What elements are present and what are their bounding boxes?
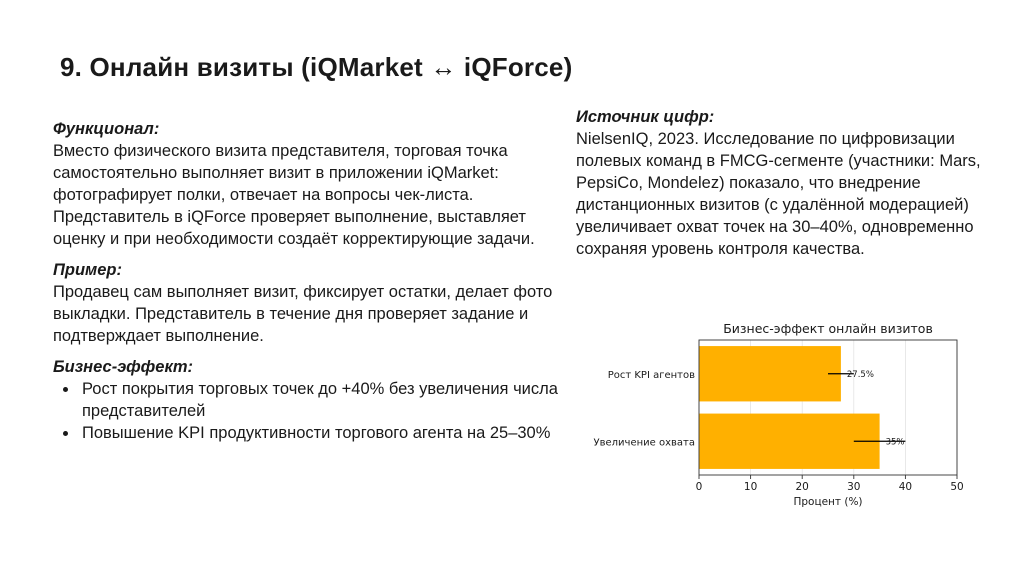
example-text: Продавец сам выполняет визит, фиксирует … <box>53 283 553 345</box>
chart-x-axis-label: Процент (%) <box>793 496 862 508</box>
source-heading: Источник цифр: <box>576 108 715 126</box>
chart-svg: Бизнес-эффект онлайн визитов 27.5% Рост KP… <box>594 321 964 508</box>
example-heading: Пример: <box>53 261 122 279</box>
example-section: Пример: Продавец сам выполняет визит, фи… <box>53 259 568 347</box>
chart-value-label: 27.5% <box>847 370 874 380</box>
chart-category-label: Увеличение охвата <box>594 437 695 448</box>
chart-bar <box>699 346 841 402</box>
functional-text: Вместо физического визита представителя,… <box>53 142 535 248</box>
chart-category-label: Рост KPI агентов <box>608 370 695 381</box>
chart-x-tick-label: 30 <box>847 481 860 493</box>
slide-title: 9. Онлайн визиты (iQMarket ↔ iQForce) <box>60 52 573 82</box>
business-effect-list: Рост покрытия торговых точек до +40% без… <box>53 378 568 444</box>
functional-section: Функционал: Вместо физического визита пр… <box>53 118 568 250</box>
business-effect-section: Бизнес-эффект: Рост покрытия торговых то… <box>53 356 568 444</box>
right-column: Источник цифр: NielsenIQ, 2023. Исследов… <box>576 106 986 260</box>
business-effect-item: Повышение KPI продуктивности торгового а… <box>53 422 568 444</box>
chart-x-tick-label: 50 <box>950 481 963 493</box>
chart-bar <box>699 413 880 469</box>
business-effect-heading: Бизнес-эффект: <box>53 358 193 376</box>
left-column: Функционал: Вместо физического визита пр… <box>53 118 568 453</box>
business-effect-item: Рост покрытия торговых точек до +40% без… <box>53 378 568 422</box>
chart-x-tick-label: 10 <box>744 481 757 493</box>
business-effect-chart: Бизнес-эффект онлайн визитов 27.5% Рост KP… <box>560 318 990 518</box>
chart-x-tick-label: 40 <box>899 481 912 493</box>
source-text: NielsenIQ, 2023. Исследование по цифрови… <box>576 130 981 258</box>
chart-title: Бизнес-эффект онлайн визитов <box>723 321 933 336</box>
functional-heading: Функционал: <box>53 120 160 138</box>
chart-frame <box>698 339 958 476</box>
chart-value-label: 35% <box>886 437 905 447</box>
chart-x-tick-label: 20 <box>796 481 809 493</box>
chart-x-tick-label: 0 <box>696 481 703 493</box>
